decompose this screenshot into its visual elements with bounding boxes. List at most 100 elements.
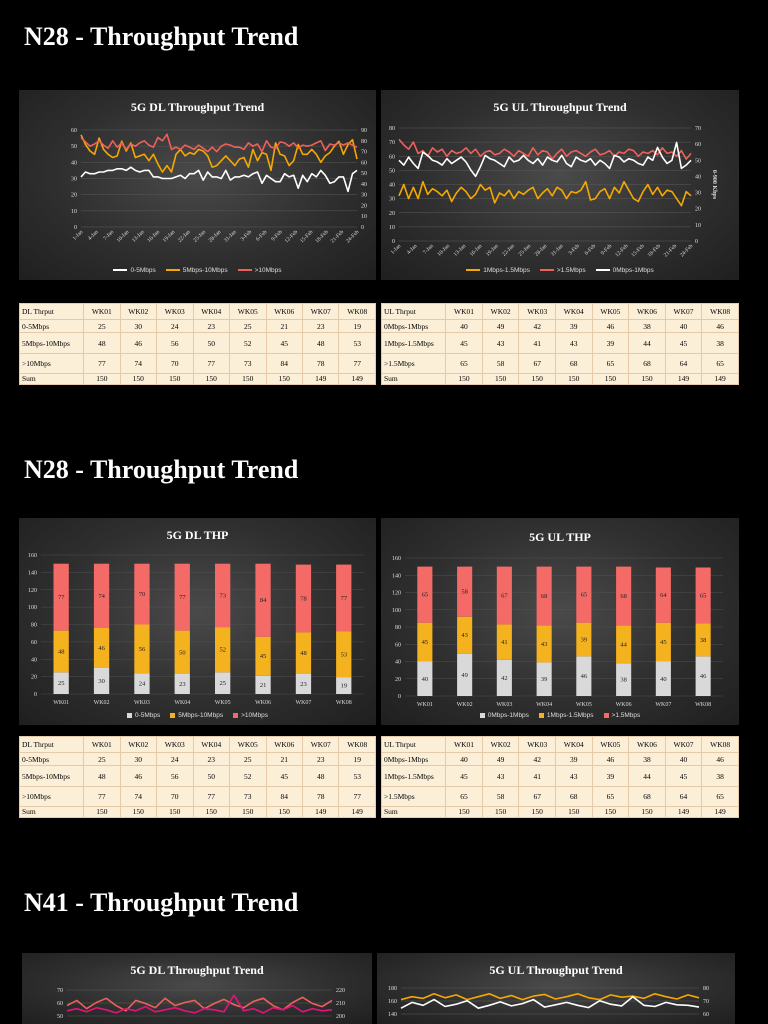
table-cell: 40 xyxy=(664,319,703,334)
table-row: >1.5Mbps 65 58 67 68 65 68 64 65 xyxy=(380,353,739,374)
table-cell: 46 xyxy=(119,332,158,355)
table-header-cell: WK01 xyxy=(445,735,483,754)
table-cell: 48 xyxy=(83,765,121,788)
y-tick-label: 70 xyxy=(389,140,395,146)
table-header-cell: WK04 xyxy=(192,302,231,321)
x-tick-label: WK05 xyxy=(576,702,592,708)
table-cell: 40 xyxy=(445,752,483,767)
table-cell: 53 xyxy=(338,332,376,355)
table-row: Sum 150 150 150 150 150 150 149 149 xyxy=(380,372,739,386)
table-cell: 43 xyxy=(481,765,520,788)
section-title-n28-thp: N28 - Throughput Trend xyxy=(24,455,299,484)
table-header-cell: UL Thrput xyxy=(380,735,447,754)
legend-swatch xyxy=(233,713,239,718)
y2-tick-label: 220 xyxy=(336,988,345,994)
y2-tick-label: 30 xyxy=(361,193,367,199)
table-cell: 68 xyxy=(555,353,593,374)
bar-data-label: 67 xyxy=(501,593,508,600)
bar-data-label: 48 xyxy=(300,650,307,657)
y-tick-label: 20 xyxy=(31,675,37,681)
table-cell: 150 xyxy=(156,805,194,819)
bar-segment xyxy=(336,564,352,632)
table-header-cell: WK05 xyxy=(229,735,267,754)
legend-label: 1Mbps-1.5Mbps xyxy=(546,712,594,719)
bar-data-label: 45 xyxy=(660,639,667,646)
chart-title: 5G DL Throughput Trend xyxy=(130,963,264,977)
table-cell: 46 xyxy=(119,765,158,788)
x-tick-label: 18-Feb xyxy=(647,243,662,258)
x-tick-label: 10-Jan xyxy=(116,229,131,244)
legend-swatch xyxy=(595,269,610,271)
table-cell: 149 xyxy=(301,805,340,819)
table-header-cell: WK06 xyxy=(628,735,666,754)
chart-title: 5G DL THP xyxy=(166,528,229,542)
y2-tick-label: 80 xyxy=(703,986,709,992)
x-tick-label: WK04 xyxy=(174,700,190,706)
bar-data-label: 38 xyxy=(700,637,707,644)
table-header-cell: WK01 xyxy=(83,735,121,754)
y-tick-label: 30 xyxy=(389,197,395,203)
table-cell: 150 xyxy=(628,805,666,819)
table-cell: 150 xyxy=(555,805,593,819)
table-cell: 149 xyxy=(664,372,703,386)
table-cell: 84 xyxy=(265,786,303,807)
legend-swatch xyxy=(603,713,609,718)
series-line-1 xyxy=(66,994,333,1014)
table-cell: 149 xyxy=(301,372,340,386)
table-cell: 77 xyxy=(83,353,121,374)
legend-label: 1Mbps-1.5Mbps xyxy=(483,266,530,274)
y2-tick-label: 20 xyxy=(695,207,701,213)
legend-item: 0Mbps-1Mbps xyxy=(479,712,529,719)
bar-segment xyxy=(576,656,592,696)
legend-label: >10Mbps xyxy=(254,266,282,274)
table-cell: 150 xyxy=(119,372,158,386)
table-cell: 68 xyxy=(555,786,593,807)
bar-data-label: 68 xyxy=(620,593,627,600)
table-cell: 58 xyxy=(481,353,520,374)
y-tick-label: 40 xyxy=(31,657,37,663)
y2-tick-label: 80 xyxy=(361,139,367,145)
x-tick-label: 21-Feb xyxy=(330,229,345,244)
chart-title: 5G DL Throughput Trend xyxy=(130,100,265,114)
bar-segment xyxy=(53,630,69,673)
bar-data-label: 42 xyxy=(501,675,508,682)
table-cell: 21 xyxy=(265,752,303,767)
row-label: Sum xyxy=(380,372,447,386)
bar-segment xyxy=(93,628,110,668)
table-cell: 23 xyxy=(301,752,340,767)
table-cell: 19 xyxy=(338,319,376,334)
x-tick-label: 15-Feb xyxy=(299,229,314,244)
legend-label: 0Mbps-1Mbps xyxy=(487,712,529,719)
legend-item: 0-5Mbps xyxy=(126,712,160,719)
bar-segment xyxy=(417,566,433,623)
table-header-cell: UL Thrput xyxy=(380,302,447,321)
x-tick-label: WK01 xyxy=(53,700,69,706)
table-cell: 70 xyxy=(156,353,194,374)
chart-legend: 0-5Mbps 5Mbps-10Mbps >10Mbps xyxy=(19,266,376,274)
y2-tick-label: 70 xyxy=(361,150,367,156)
bar-segment xyxy=(457,566,473,617)
table-cell: 150 xyxy=(518,372,556,386)
table-header-cell: WK01 xyxy=(445,302,483,321)
bar-data-label: 44 xyxy=(620,641,627,648)
table-header-row: UL Thrput WK01 WK02 WK03 WK04 WK05 WK06 WK07 WK0… xyxy=(380,735,739,754)
table-row: 0-5Mbps 25 30 24 23 25 21 23 19 xyxy=(18,319,376,334)
bar-data-label: 25 xyxy=(58,680,65,687)
y2-tick-label: 70 xyxy=(703,999,709,1005)
x-tick-label: WK05 xyxy=(215,700,231,706)
table-cell: 42 xyxy=(518,752,556,767)
y-tick-label: 0 xyxy=(74,225,77,231)
table-cell: 150 xyxy=(192,805,231,819)
bar-segment xyxy=(93,667,110,694)
table-cell: 78 xyxy=(301,786,340,807)
y2-tick-label: 20 xyxy=(361,203,367,209)
bar-segment xyxy=(655,567,671,623)
table-cell: 150 xyxy=(229,805,267,819)
y-tick-label: 10 xyxy=(389,225,395,231)
table-cell: 38 xyxy=(701,332,739,355)
bar-data-label: 65 xyxy=(581,592,588,599)
y-tick-label: 160 xyxy=(392,556,401,562)
table-header-cell: WK07 xyxy=(301,735,340,754)
row-label: >10Mbps xyxy=(18,353,85,374)
